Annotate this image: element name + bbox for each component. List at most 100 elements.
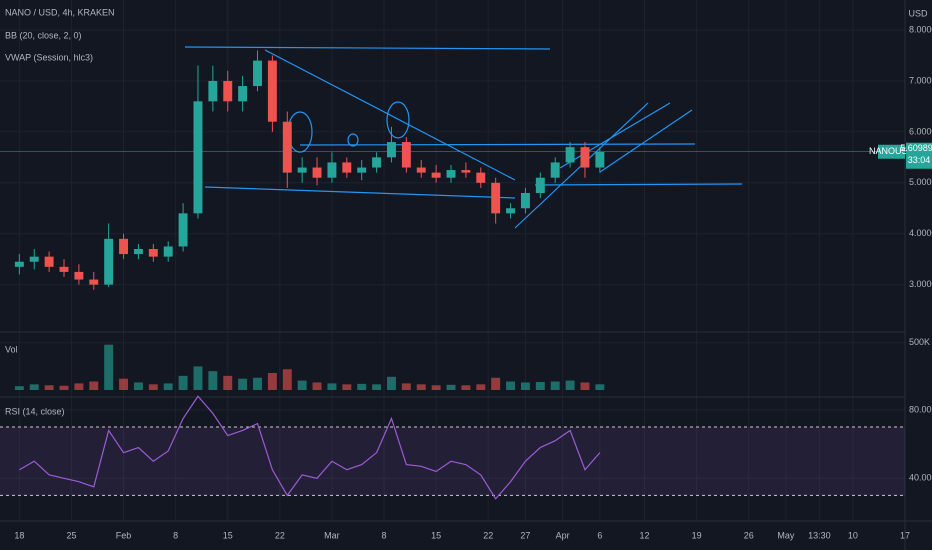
volume-bar: [401, 383, 411, 390]
volume-bar: [193, 366, 203, 390]
volume-bar: [29, 384, 39, 390]
indicator-label: BB (20, close, 2, 0): [5, 30, 82, 40]
y-tick-label: 8.000000: [909, 24, 932, 34]
candle-body: [282, 121, 292, 173]
volume-bar: [208, 371, 218, 390]
x-tick-label: 27: [520, 530, 530, 540]
volume-bar: [446, 384, 456, 390]
x-tick-label: 15: [223, 530, 233, 540]
trend-line: [204, 186, 516, 199]
x-tick-label: 12: [640, 530, 650, 540]
x-tick-label: 18: [14, 530, 24, 540]
x-tick-label: Apr: [556, 530, 570, 540]
x-tick-label: Mar: [324, 530, 340, 540]
x-tick-label: 15: [431, 530, 441, 540]
chart-title: NANO / USD, 4h, KRAKEN: [5, 7, 115, 17]
x-tick-label: 25: [66, 530, 76, 540]
price-label: 5.609895: [900, 143, 932, 153]
highlight: [386, 101, 410, 139]
candle-body: [520, 192, 530, 209]
x-tick-label: Feb: [116, 530, 132, 540]
volume-bar: [133, 382, 143, 390]
candle-body: [14, 261, 24, 267]
y-tick-label: 4.000000: [909, 228, 932, 238]
candle-body: [297, 167, 307, 173]
volume-bar: [14, 386, 24, 390]
indicator-label: VWAP (Session, hlc3): [5, 52, 93, 62]
x-tick-label: 22: [275, 530, 285, 540]
trend-line: [264, 49, 516, 181]
candle-body: [565, 147, 575, 163]
volume-bar: [74, 383, 84, 390]
symbol-label: NANOUSD: [869, 146, 915, 156]
volume-bar: [89, 381, 99, 390]
y-tick-label: 3.000000: [909, 279, 932, 289]
volume-bar: [44, 385, 54, 390]
x-tick-label: 19: [692, 530, 702, 540]
volume-bar: [595, 384, 605, 390]
candle-body: [550, 162, 560, 178]
drawings: [184, 46, 743, 229]
volume-bar: [148, 384, 158, 390]
channel-line: [559, 102, 671, 169]
candle-body: [148, 249, 158, 257]
candle-body: [163, 246, 173, 257]
volume-bar: [59, 385, 69, 390]
volume-bar: [104, 344, 114, 390]
candle-body: [595, 151, 605, 168]
volume-bar: [520, 382, 530, 390]
candle-body: [267, 60, 277, 122]
price-tag: [906, 142, 932, 169]
candle-body: [446, 170, 456, 178]
volume-bar: [178, 375, 188, 390]
x-tick-label: 10: [848, 530, 858, 540]
candle-body: [372, 157, 382, 168]
volume-bar: [282, 369, 292, 390]
volume-bar: [476, 384, 486, 390]
y-tick-label: 5.000000: [909, 177, 932, 187]
candle-body: [89, 279, 99, 285]
candle-body: [74, 271, 84, 280]
x-tick-label: 13:30: [808, 530, 831, 540]
candle-body: [208, 80, 218, 102]
candle-body: [431, 172, 441, 178]
volume-bar: [297, 380, 307, 390]
y-tick-label: 6.000000: [909, 126, 932, 136]
y-tick-label: 500K: [909, 337, 930, 347]
volume-bar: [416, 384, 426, 390]
volume-bar: [461, 385, 471, 390]
candle-body: [223, 80, 233, 102]
volume-bar: [431, 385, 441, 390]
candle-body: [535, 177, 545, 193]
axis-unit: USD: [908, 8, 928, 18]
candle-body: [476, 172, 486, 183]
candle-body: [104, 238, 114, 285]
x-tick-label: 8: [382, 530, 387, 540]
x-tick-label: May: [777, 530, 795, 540]
candle-body: [416, 167, 426, 173]
candle-body: [253, 60, 262, 87]
pane-title: RSI (14, close): [5, 406, 65, 416]
x-tick-label: 6: [597, 530, 602, 540]
x-tick-label: 26: [744, 530, 754, 540]
candle-body: [580, 147, 590, 168]
candle-body: [193, 101, 203, 214]
x-tick-label: 17: [900, 530, 910, 540]
highlight: [347, 133, 359, 147]
candle-body: [312, 167, 322, 178]
y-tick-label: 80.00: [909, 404, 932, 414]
symbol-tag: [878, 144, 905, 159]
volume-bar: [506, 381, 516, 390]
candle-body: [29, 256, 39, 262]
candle-body: [491, 182, 501, 214]
volume-bar: [565, 380, 575, 390]
volume-bar: [357, 383, 367, 390]
candle-body: [327, 162, 337, 178]
y-tick-label: 7.000000: [909, 75, 932, 85]
volume-bar: [580, 382, 590, 390]
candle-body: [133, 249, 143, 255]
candle-body: [357, 167, 367, 173]
volume-bar: [238, 378, 248, 390]
volume-bar: [163, 383, 173, 390]
